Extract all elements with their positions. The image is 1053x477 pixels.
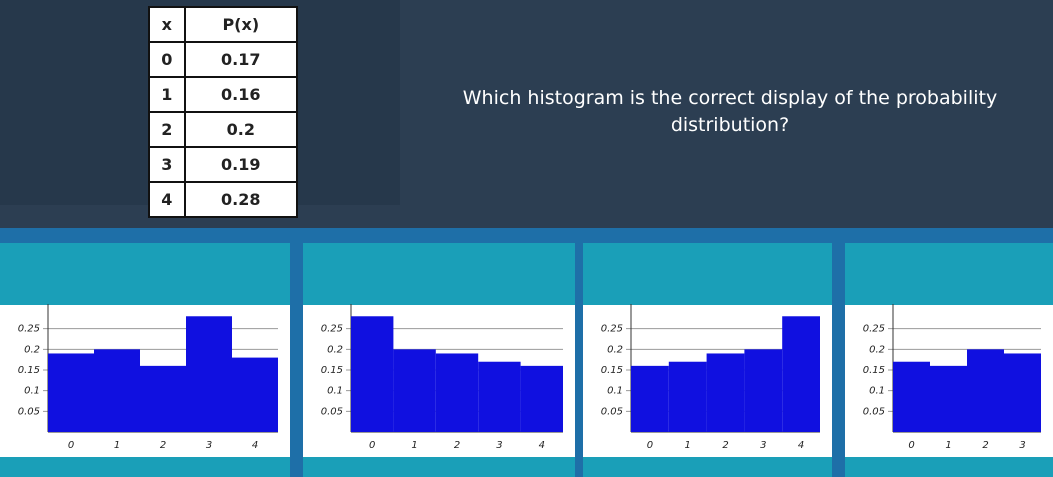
y-tick-label: 0.15 [18,365,40,376]
x-tick-label: 4 [539,440,545,451]
x-tick-label: 3 [496,440,502,451]
table-cell: 0.2 [183,111,299,148]
y-tick-label: 0.15 [321,365,343,376]
y-tick-label: 0.2 [24,344,40,355]
bar [232,357,278,432]
bar [140,365,186,432]
bar [967,349,1004,432]
table-cell: 4 [148,181,186,218]
bar [186,316,232,432]
table-header: x [148,6,186,43]
x-tick-label: 0 [908,440,914,451]
table-cell: 2 [148,111,186,148]
x-tick-label: 4 [798,440,804,451]
y-tick-label: 0.05 [863,406,885,417]
bar [1004,353,1041,432]
x-tick-label: 1 [945,440,951,451]
x-tick-label: 2 [454,440,460,451]
x-tick-label: 0 [647,440,653,451]
bar [706,353,745,432]
bar [478,361,521,432]
x-tick-label: 3 [1019,440,1025,451]
y-tick-label: 0.1 [24,386,40,397]
bar [94,349,140,432]
table-cell: 0.16 [183,76,299,113]
table-header: P(x) [183,6,299,43]
bar [668,361,707,432]
x-tick-label: 0 [68,440,74,451]
table-cell: 0.19 [183,146,299,183]
y-tick-label: 0.2 [869,344,885,355]
bar [520,365,563,432]
x-tick-label: 0 [369,440,375,451]
bar [435,353,479,432]
table-cell: 0.17 [183,41,299,78]
y-tick-label: 0.25 [18,324,40,335]
x-tick-label: 2 [722,440,728,451]
bar [393,349,436,432]
x-tick-label: 1 [685,440,691,451]
bar [782,316,820,432]
y-tick-label: 0.05 [18,406,40,417]
bar [351,316,394,432]
x-tick-label: 3 [760,440,766,451]
x-tick-label: 1 [411,440,417,451]
y-tick-label: 0.15 [601,365,623,376]
table-cell: 0 [148,41,186,78]
probability-table: x P(x) 0 0.17 1 0.16 2 0.2 3 0.19 4 0.28 [148,6,299,218]
y-tick-label: 0.2 [327,344,343,355]
table-cell: 3 [148,146,186,183]
y-tick-label: 0.25 [863,324,885,335]
bar [744,349,783,432]
x-tick-label: 1 [114,440,120,451]
x-tick-label: 2 [982,440,988,451]
y-tick-label: 0.2 [607,344,623,355]
y-tick-label: 0.05 [601,406,623,417]
question: Which histogram is the correct display o… [462,87,998,136]
x-tick-label: 3 [206,440,212,451]
y-tick-label: 0.1 [869,386,885,397]
bar [930,365,967,432]
bar [48,353,94,432]
y-tick-label: 0.1 [327,386,343,397]
table-cell: 1 [148,76,186,113]
x-tick-label: 4 [252,440,258,451]
table-cell: 0.28 [183,181,299,218]
bar [893,361,930,432]
y-tick-label: 0.05 [321,406,343,417]
y-tick-label: 0.15 [863,365,885,376]
y-tick-label: 0.25 [601,324,623,335]
y-tick-label: 0.1 [607,386,623,397]
y-tick-label: 0.25 [321,324,343,335]
bar [631,365,669,432]
x-tick-label: 2 [160,440,166,451]
